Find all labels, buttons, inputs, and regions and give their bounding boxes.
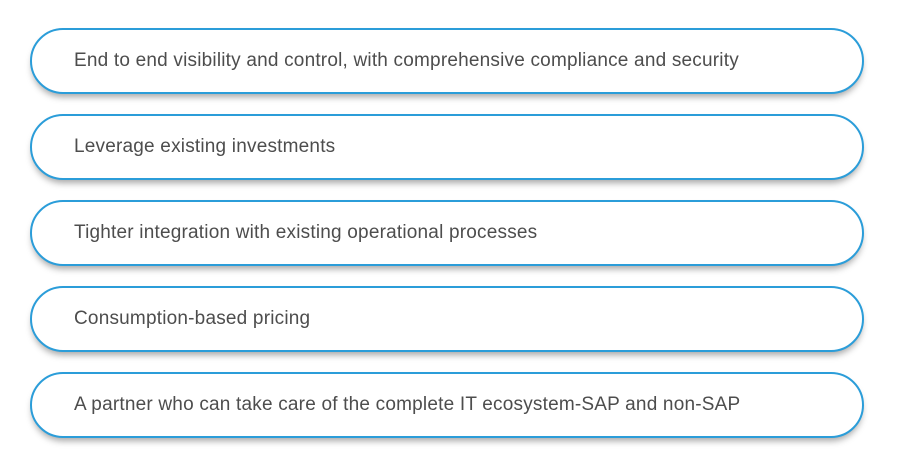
benefit-pill-label: End to end visibility and control, with … <box>74 49 739 71</box>
benefit-pill-label: Consumption-based pricing <box>74 307 311 329</box>
benefit-pill-visibility: End to end visibility and control, with … <box>30 28 864 94</box>
benefit-pill-integration: Tighter integration with existing operat… <box>30 200 864 266</box>
benefit-pill-pricing: Consumption-based pricing <box>30 286 864 352</box>
benefits-list: End to end visibility and control, with … <box>30 28 864 438</box>
benefit-pill-label: Tighter integration with existing operat… <box>74 221 538 243</box>
benefit-pill-partner: A partner who can take care of the compl… <box>30 372 864 438</box>
benefit-pill-investments: Leverage existing investments <box>30 114 864 180</box>
benefit-pill-label: Leverage existing investments <box>74 135 336 157</box>
benefit-pill-label: A partner who can take care of the compl… <box>74 393 741 415</box>
